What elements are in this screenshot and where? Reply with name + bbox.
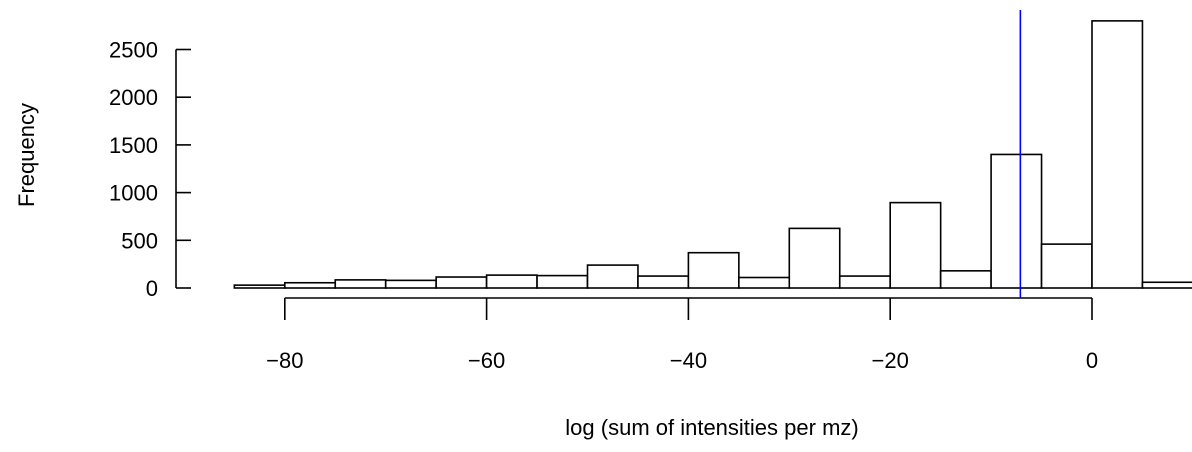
histogram-bar-11 <box>788 227 841 289</box>
y-tick-label: 1000 <box>109 181 158 206</box>
histogram-bar-16 <box>1040 243 1093 289</box>
y-tick-label: 0 <box>146 276 158 301</box>
y-axis-label: Frequency <box>14 103 39 207</box>
histogram-bar-12 <box>838 275 892 289</box>
y-tick-label: 500 <box>121 228 158 253</box>
x-tick-label: −60 <box>468 348 505 373</box>
histogram-bar-10 <box>738 276 791 289</box>
y-tick-label: 2000 <box>109 85 158 110</box>
histogram-bar-4 <box>435 276 488 289</box>
histogram-bar-15 <box>990 153 1043 289</box>
histogram-bar-0 <box>233 284 286 289</box>
histogram-bar-6 <box>536 274 589 289</box>
x-tick-label: −80 <box>266 348 303 373</box>
x-tick-label: 0 <box>1086 348 1098 373</box>
x-tick-label: −20 <box>872 348 909 373</box>
histogram-bar-17 <box>1091 20 1144 289</box>
y-tick-label: 2500 <box>109 38 158 63</box>
histogram-bars <box>233 20 1192 289</box>
histogram-bar-8 <box>637 275 690 289</box>
histogram-bar-13 <box>889 201 942 289</box>
x-axis: −80 −60 −40 −20 0 <box>266 297 1098 373</box>
y-tick-label: 1500 <box>109 133 158 158</box>
x-axis-label: log (sum of intensities per mz) <box>565 415 858 440</box>
histogram-bar-9 <box>687 251 740 289</box>
y-axis: 0 500 1000 1500 2000 2500 <box>109 38 191 301</box>
histogram-bar-5 <box>485 274 538 289</box>
x-tick-label: −40 <box>670 348 707 373</box>
histogram-bar-18 <box>1141 281 1192 289</box>
histogram-bar-2 <box>334 279 387 289</box>
histogram-bar-3 <box>384 279 437 289</box>
histogram-bar-7 <box>586 264 639 289</box>
histogram-bar-1 <box>283 281 337 289</box>
histogram-bar-14 <box>939 270 992 289</box>
